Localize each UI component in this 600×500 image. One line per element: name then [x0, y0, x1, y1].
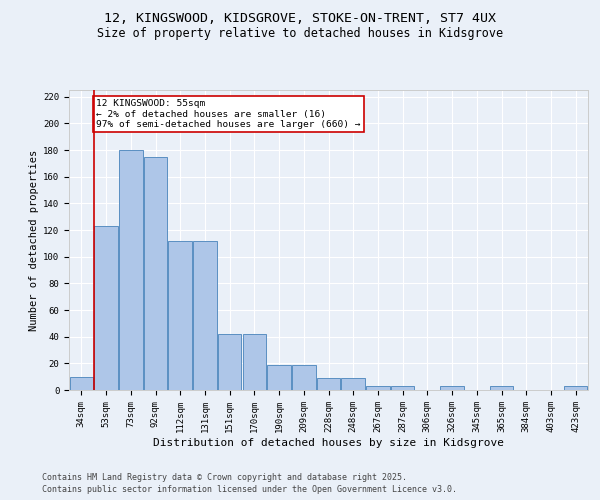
- Bar: [94, 226, 118, 390]
- Bar: [70, 376, 93, 390]
- Bar: [341, 378, 365, 390]
- Bar: [366, 386, 389, 390]
- Text: Contains HM Land Registry data © Crown copyright and database right 2025.: Contains HM Land Registry data © Crown c…: [42, 472, 407, 482]
- Bar: [169, 240, 192, 390]
- Bar: [144, 156, 167, 390]
- Bar: [391, 386, 415, 390]
- Text: 12, KINGSWOOD, KIDSGROVE, STOKE-ON-TRENT, ST7 4UX: 12, KINGSWOOD, KIDSGROVE, STOKE-ON-TRENT…: [104, 12, 496, 26]
- Text: 12 KINGSWOOD: 55sqm
← 2% of detached houses are smaller (16)
97% of semi-detache: 12 KINGSWOOD: 55sqm ← 2% of detached hou…: [96, 100, 361, 129]
- Bar: [317, 378, 340, 390]
- Bar: [268, 364, 291, 390]
- Bar: [564, 386, 587, 390]
- Y-axis label: Number of detached properties: Number of detached properties: [29, 150, 39, 330]
- Bar: [242, 334, 266, 390]
- Text: Size of property relative to detached houses in Kidsgrove: Size of property relative to detached ho…: [97, 28, 503, 40]
- Bar: [193, 240, 217, 390]
- X-axis label: Distribution of detached houses by size in Kidsgrove: Distribution of detached houses by size …: [153, 438, 504, 448]
- Bar: [292, 364, 316, 390]
- Bar: [490, 386, 513, 390]
- Text: Contains public sector information licensed under the Open Government Licence v3: Contains public sector information licen…: [42, 485, 457, 494]
- Bar: [440, 386, 464, 390]
- Bar: [218, 334, 241, 390]
- Bar: [119, 150, 143, 390]
